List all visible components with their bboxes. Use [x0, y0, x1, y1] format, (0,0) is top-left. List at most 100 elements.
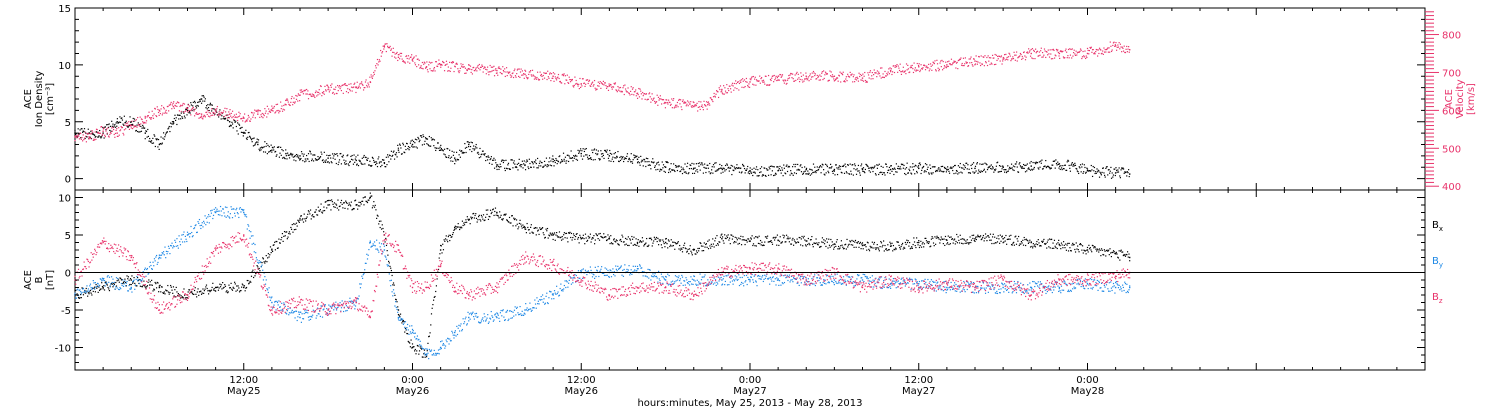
density-sample	[951, 167, 953, 169]
velocity-sample	[136, 126, 138, 128]
Bx-sample	[132, 281, 134, 283]
Bx-sample	[809, 244, 811, 246]
Bx-sample	[673, 241, 675, 243]
Bx-sample	[653, 236, 655, 238]
density-sample	[751, 168, 753, 170]
density-sample	[360, 162, 362, 164]
Bx-sample	[958, 242, 961, 244]
velocity-sample	[914, 69, 916, 71]
Bx-sample	[957, 236, 959, 238]
Bx-sample	[639, 241, 641, 243]
Bx-sample	[1020, 243, 1022, 245]
Bx-sample	[913, 241, 916, 243]
velocity-sample	[969, 62, 971, 64]
Bx-sample	[386, 250, 388, 252]
density-sample	[520, 166, 522, 168]
velocity-sample	[619, 86, 622, 89]
velocity-sample	[464, 67, 467, 69]
Bx-sample	[99, 288, 101, 290]
density-sample	[160, 136, 162, 138]
velocity-sample	[166, 105, 168, 108]
density-sample	[1104, 176, 1106, 178]
velocity-sample	[606, 86, 608, 88]
Bx-sample	[731, 234, 733, 236]
Bx-sample	[579, 234, 581, 236]
density-sample	[269, 150, 272, 152]
velocity-sample	[826, 73, 829, 75]
Bx-sample	[446, 239, 448, 241]
density-sample	[516, 166, 518, 169]
velocity-sample	[748, 83, 750, 85]
density-sample	[1124, 171, 1126, 173]
Bx-sample	[700, 242, 702, 245]
velocity-sample	[206, 111, 208, 113]
density-sample	[860, 163, 863, 165]
density-sample	[451, 150, 453, 152]
velocity-sample	[896, 63, 898, 66]
density-sample	[807, 170, 809, 172]
velocity-sample	[736, 81, 739, 84]
Bx-sample	[1113, 251, 1115, 253]
velocity-sample	[352, 86, 355, 88]
density-sample	[479, 147, 481, 150]
velocity-sample	[211, 108, 213, 110]
density-sample	[693, 172, 696, 174]
Bx-sample	[713, 246, 715, 248]
density-sample	[212, 112, 215, 114]
velocity-sample	[369, 81, 372, 84]
density-sample	[416, 139, 418, 141]
density-sample	[1072, 163, 1075, 166]
Bx-sample	[658, 239, 660, 241]
density-sample	[107, 123, 109, 126]
velocity-sample	[335, 86, 337, 88]
Bx-sample	[1015, 243, 1018, 245]
density-sample	[1032, 161, 1034, 164]
density-sample	[235, 125, 237, 128]
density-sample	[945, 171, 947, 173]
density-sample	[543, 160, 546, 163]
density-sample	[626, 155, 628, 157]
Bx-sample	[772, 237, 774, 239]
density-sample	[207, 104, 209, 106]
Bx-sample	[277, 247, 279, 249]
velocity-sample	[598, 85, 600, 87]
density-sample	[109, 125, 112, 128]
velocity-sample	[850, 74, 852, 76]
Bx-sample	[452, 232, 454, 234]
velocity-sample	[1002, 60, 1004, 62]
density-sample	[971, 167, 973, 170]
Bx-sample	[566, 237, 568, 239]
density-sample	[841, 172, 843, 174]
Bx-sample	[1033, 245, 1035, 247]
density-sample	[792, 166, 794, 168]
velocity-sample	[900, 73, 903, 75]
Bx-sample	[802, 237, 805, 239]
Bx-sample	[298, 221, 300, 224]
density-sample	[496, 168, 498, 171]
velocity-sample	[1027, 52, 1029, 54]
density-sample	[691, 162, 693, 165]
density-sample	[889, 172, 891, 174]
Bx-sample	[152, 290, 154, 292]
density-sample	[240, 127, 242, 129]
velocity-sample	[603, 84, 605, 86]
velocity-sample	[382, 45, 384, 47]
density-sample	[671, 169, 673, 171]
velocity-sample	[518, 68, 520, 70]
Bx-point	[1128, 256, 1131, 259]
density-sample	[987, 167, 989, 169]
Bx-sample	[193, 293, 195, 296]
velocity-sample	[837, 80, 839, 82]
velocity-sample	[862, 73, 864, 75]
Bx-sample	[489, 209, 492, 211]
velocity-sample	[182, 102, 184, 105]
density-sample	[1111, 172, 1113, 174]
velocity-sample	[840, 72, 842, 74]
density-sample	[387, 154, 389, 156]
Bx-sample	[281, 236, 283, 239]
Bx-sample	[1003, 241, 1005, 243]
Bx-sample	[167, 291, 170, 293]
velocity-sample	[677, 106, 679, 108]
density-sample	[838, 165, 841, 167]
Bx-sample	[804, 239, 806, 241]
